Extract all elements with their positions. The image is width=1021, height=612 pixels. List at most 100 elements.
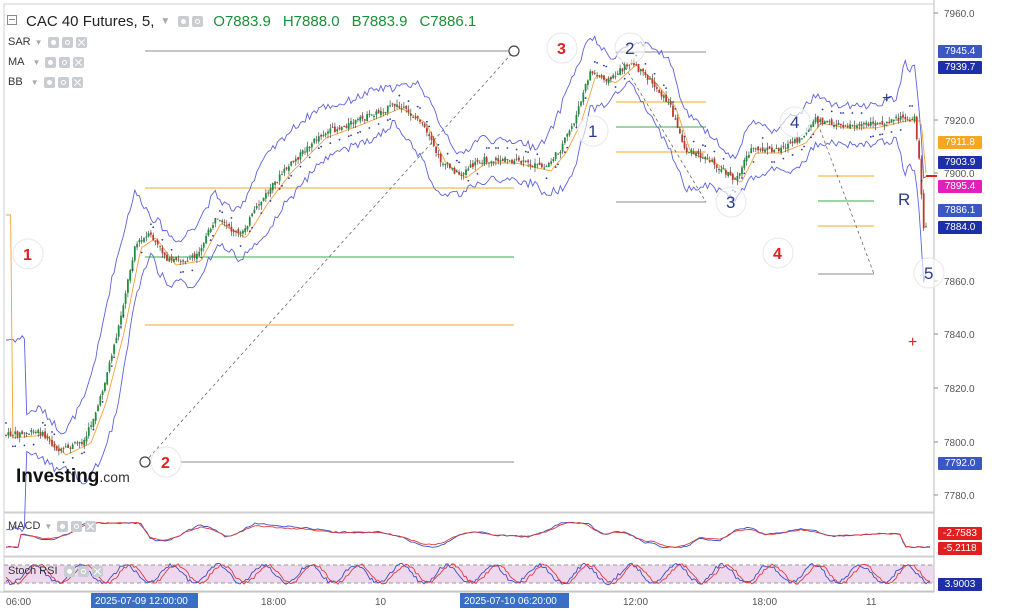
ohlc-open: O7883.9 (213, 12, 271, 30)
candle-body (384, 111, 387, 113)
settings-icon[interactable] (192, 15, 204, 27)
settings-icon[interactable] (61, 36, 73, 48)
eye-icon[interactable] (43, 76, 55, 88)
candle-body (612, 75, 615, 79)
moving-average (6, 64, 927, 456)
indicator-sar-label[interactable]: SAR (8, 36, 31, 48)
eye-icon[interactable] (63, 565, 75, 577)
close-icon[interactable] (73, 56, 85, 68)
indicator-macd-label[interactable]: MACD (8, 520, 41, 532)
candle-body (186, 260, 189, 262)
time-ticks: 06:00 18:00 10 12:00 18:00 11 (6, 597, 877, 608)
candle-body (886, 122, 888, 124)
sar-dot (683, 135, 686, 138)
sar-dot (389, 118, 391, 120)
candle-body (543, 167, 546, 169)
sar-dot (51, 431, 53, 433)
sar-dot (416, 105, 419, 108)
candle-body (214, 217, 217, 224)
candle-body (883, 124, 886, 126)
candle-body (860, 124, 863, 127)
price-ticks: 7960.0 7920.0 7900.0 7860.0 7840.0 7820.… (944, 9, 975, 502)
candle-body (637, 64, 640, 73)
sar-dot (251, 226, 254, 229)
candle-body (766, 147, 769, 151)
candle-body (198, 251, 201, 256)
sar-dot (71, 457, 74, 459)
chevron-down-icon[interactable]: ▼ (30, 77, 39, 87)
candle-body (58, 448, 60, 452)
close-icon[interactable] (85, 520, 97, 532)
chevron-down-icon[interactable]: ▼ (32, 57, 41, 67)
candle-body (547, 163, 550, 167)
eye-icon[interactable] (57, 520, 69, 532)
tick-7920: 7920.0 (944, 116, 975, 127)
sar-dot (32, 443, 35, 446)
candle-body (267, 192, 270, 194)
candle-body (511, 159, 513, 163)
symbol-title[interactable]: CAC 40 Futures, 5, (26, 12, 155, 30)
indicator-stoch-label[interactable]: Stoch RSI (8, 565, 58, 577)
candle-body (913, 116, 916, 121)
sar-dot (299, 165, 302, 168)
candle-body (863, 123, 865, 125)
macd-pane[interactable] (3, 512, 935, 557)
candle-body (819, 119, 822, 123)
candle-body (906, 119, 909, 121)
time-0600: 06:00 (6, 597, 31, 608)
chevron-down-icon[interactable]: ▼ (44, 521, 53, 531)
candle-body (591, 71, 594, 74)
candle-body (665, 94, 667, 103)
candle-body (7, 432, 10, 436)
candle-body (278, 174, 281, 181)
close-icon[interactable] (75, 36, 87, 48)
candle-body (133, 246, 136, 261)
candle-body (48, 440, 51, 442)
chevron-down-icon[interactable]: ▼ (34, 37, 43, 47)
candle-body (37, 429, 40, 434)
candle-body (922, 193, 925, 229)
candle-body (51, 439, 53, 446)
sar-dot (161, 238, 164, 241)
sar-dot (359, 131, 362, 133)
close-icon[interactable] (71, 76, 83, 88)
sar-dot (377, 123, 380, 125)
close-icon[interactable] (91, 565, 103, 577)
candle-body (352, 122, 355, 124)
candle-body (343, 126, 345, 128)
main-pane[interactable] (3, 3, 935, 513)
indicator-bb-label[interactable]: BB (8, 76, 23, 88)
sar-dot (722, 157, 725, 160)
candle-body (327, 131, 329, 134)
wave-red-1: 1 (23, 247, 32, 264)
candle-body (867, 123, 870, 127)
chevron-down-icon[interactable]: ▼ (160, 15, 171, 27)
sar-dot (485, 147, 488, 149)
candle-body (536, 164, 539, 166)
fib-handle-bottom[interactable] (139, 456, 151, 468)
fib-handle-top[interactable] (508, 45, 520, 57)
settings-icon[interactable] (59, 56, 71, 68)
settings-icon[interactable] (77, 565, 89, 577)
sar-dot (278, 188, 281, 190)
sar-dot (536, 153, 539, 156)
settings-icon[interactable] (71, 520, 83, 532)
candle-body (869, 121, 872, 126)
candle-body (62, 448, 65, 450)
sar-dot (44, 424, 46, 426)
candle-body (911, 119, 914, 121)
eye-icon[interactable] (178, 15, 190, 27)
sar-dot (191, 269, 194, 272)
settings-icon[interactable] (57, 76, 69, 88)
eye-icon[interactable] (45, 56, 57, 68)
indicator-ma-label[interactable]: MA (8, 56, 25, 68)
eye-icon[interactable] (47, 36, 59, 48)
collapse-icon[interactable] (7, 15, 17, 25)
candle-body (136, 243, 138, 248)
candle-body (541, 163, 543, 168)
candle-body (750, 148, 753, 154)
ohlc-high: H7888.0 (282, 12, 340, 30)
candle-body (110, 355, 113, 361)
candle-body (400, 108, 403, 110)
